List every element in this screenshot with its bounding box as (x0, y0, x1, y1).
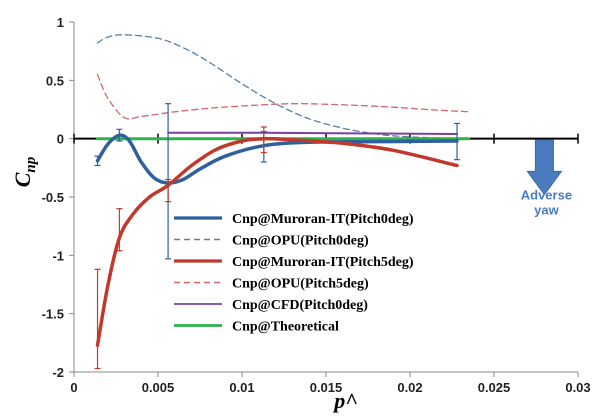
legend-label-0: Cnp@Muroran-IT(Pitch0deg) (232, 212, 414, 227)
x-tick-label: 0.03 (565, 380, 590, 395)
x-tick-label: 0.02 (397, 380, 422, 395)
adverse-yaw-label: yaw (534, 202, 559, 217)
x-tick-label: 0.005 (142, 380, 175, 395)
series-line-4 (167, 131, 458, 135)
legend-label-1: Cnp@OPU(Pitch0deg) (232, 234, 369, 249)
y-tick-label: 0.5 (46, 73, 64, 88)
x-tick-label: 0.025 (478, 380, 511, 395)
adverse-yaw-label: Adverse (521, 187, 572, 202)
y-tick-label: 1 (57, 15, 64, 30)
x-tick-label: 0.01 (229, 380, 254, 395)
series-line-0 (95, 133, 459, 185)
y-tick-label: -2 (52, 365, 64, 380)
x-tick-label: 0.015 (310, 380, 343, 395)
x-tick-label: 0 (70, 380, 77, 395)
y-tick-label: -0.5 (42, 190, 64, 205)
series-line-1 (96, 34, 470, 140)
adverse-yaw-arrow (526, 139, 563, 196)
legend-label-4: Cnp@CFD(Pitch0deg) (232, 298, 368, 313)
x-axis-title: p^ (332, 388, 358, 413)
y-tick-label: 0 (57, 132, 64, 147)
y-axis-title: Cnp (10, 156, 39, 187)
y-tick-label: -1.5 (42, 307, 64, 322)
series-line-3 (96, 73, 470, 120)
legend-label-3: Cnp@OPU(Pitch5deg) (232, 277, 369, 292)
y-tick-label: -1 (52, 248, 64, 263)
series-line-2 (95, 136, 459, 347)
legend-label-2: Cnp@Muroran-IT(Pitch5deg) (232, 255, 414, 270)
legend-label-5: Cnp@Theoretical (232, 320, 339, 335)
